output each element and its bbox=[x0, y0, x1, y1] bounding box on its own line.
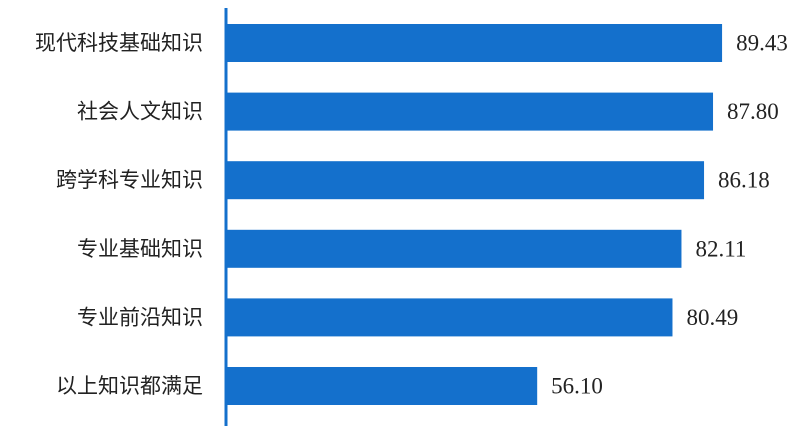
data-label: 80.49 bbox=[686, 305, 738, 330]
bar bbox=[226, 161, 705, 200]
bar bbox=[226, 92, 714, 131]
category-label: 以上知识都满足 bbox=[56, 374, 203, 398]
bar bbox=[226, 367, 538, 405]
category-label: 社会人文知识 bbox=[77, 100, 203, 124]
data-label: 89.43 bbox=[736, 31, 788, 56]
category-label: 专业基础知识 bbox=[77, 237, 203, 261]
bar bbox=[226, 24, 723, 62]
data-label: 82.11 bbox=[695, 236, 746, 261]
category-label: 现代科技基础知识 bbox=[35, 31, 203, 55]
data-label: 86.18 bbox=[718, 168, 770, 193]
bar bbox=[226, 229, 682, 268]
value-labels: 89.43 87.80 86.18 82.11 80.49 56.10 bbox=[551, 31, 788, 399]
bar bbox=[226, 298, 673, 337]
data-label: 56.10 bbox=[551, 374, 603, 399]
category-label: 专业前沿知识 bbox=[77, 305, 203, 329]
bars-group bbox=[226, 24, 723, 405]
data-label: 87.80 bbox=[727, 99, 779, 124]
category-label: 跨学科专业知识 bbox=[56, 168, 203, 192]
